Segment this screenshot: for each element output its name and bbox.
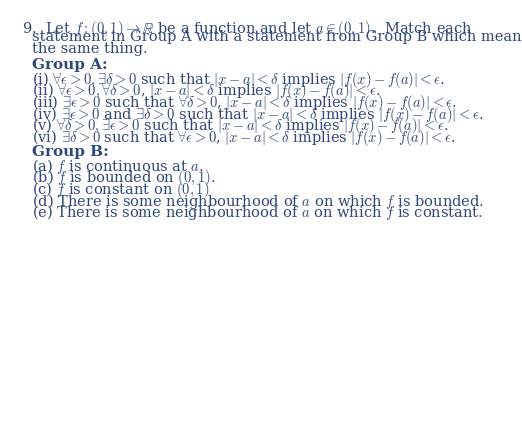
- Text: (c) $f$ is constant on $(0,1)$: (c) $f$ is constant on $(0,1)$: [32, 180, 210, 200]
- Text: (iv) $\exists\epsilon>0$ and $\exists\delta>0$ such that $|x-a|<\delta$ implies : (iv) $\exists\epsilon>0$ and $\exists\de…: [32, 105, 484, 125]
- Text: (vi) $\exists\delta>0$ such that $\forall\epsilon>0$, $|x-a|<\delta$ implies $|f: (vi) $\exists\delta>0$ such that $\foral…: [32, 128, 456, 148]
- Text: (e) There is some neighbourhood of $a$ on which $f$ is constant.: (e) There is some neighbourhood of $a$ o…: [32, 203, 483, 222]
- Text: Group A:: Group A:: [32, 57, 108, 71]
- Text: Group B:: Group B:: [32, 144, 109, 159]
- Text: (i) $\forall\epsilon>0, \exists\delta>0$ such that $|x-a|<\delta$ implies $|f(x): (i) $\forall\epsilon>0, \exists\delta>0$…: [32, 70, 445, 90]
- Text: 9.  Let $f:(0,1)\rightarrow\mathbb{R}$ be a function and let $a\in(0,1)$.  Match: 9. Let $f:(0,1)\rightarrow\mathbb{R}$ be…: [22, 19, 472, 39]
- Text: (a) $f$ is continuous at $a$.: (a) $f$ is continuous at $a$.: [32, 157, 204, 176]
- Text: (ii) $\forall\epsilon>0, \forall\delta>0$, $|x-a|<\delta$ implies $|f(x)-f(a)|<\: (ii) $\forall\epsilon>0, \forall\delta>0…: [32, 81, 381, 101]
- Text: (b) $f$ is bounded on $(0,1)$.: (b) $f$ is bounded on $(0,1)$.: [32, 168, 216, 188]
- Text: statement in Group A with a statement from Group B which means: statement in Group A with a statement fr…: [32, 31, 522, 45]
- Text: (iii) $\exists\epsilon>0$ such that $\forall\delta>0$, $|x-a|<\delta$ implies $|: (iii) $\exists\epsilon>0$ such that $\fo…: [32, 93, 457, 113]
- Text: (d) There is some neighbourhood of $a$ on which $f$ is bounded.: (d) There is some neighbourhood of $a$ o…: [32, 192, 484, 211]
- Text: the same thing.: the same thing.: [32, 42, 148, 56]
- Text: (v) $\forall\delta>0, \exists\epsilon>0$ such that $|x-a|<\delta$ implies $|f(x): (v) $\forall\delta>0, \exists\epsilon>0$…: [32, 116, 449, 136]
